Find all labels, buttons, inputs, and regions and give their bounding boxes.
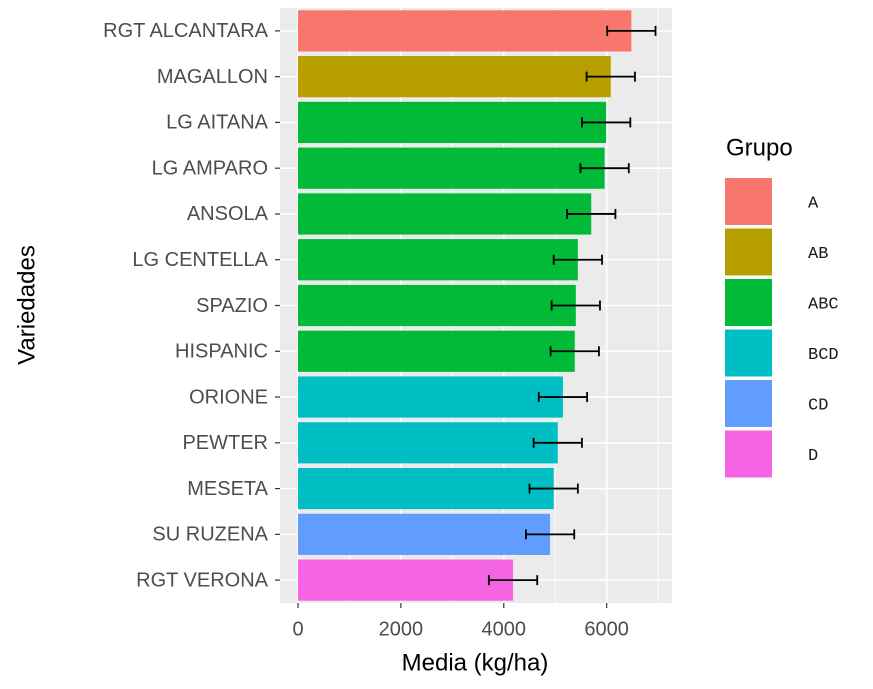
y-tick-label: ANSOLA	[187, 203, 269, 225]
bar	[298, 147, 605, 189]
error-bar	[579, 163, 630, 174]
bar	[298, 193, 592, 235]
y-tick-label: LG AMPARO	[152, 157, 268, 179]
legend-label: ABC	[808, 295, 839, 314]
legend-label: A	[808, 194, 819, 213]
error-bar	[525, 529, 576, 540]
y-tick-label: MESETA	[187, 478, 268, 500]
legend-label: D	[808, 447, 818, 466]
legend-label: AB	[808, 245, 828, 264]
y-tick-label: RGT ALCANTARA	[103, 20, 269, 42]
error-bar	[487, 575, 539, 586]
bar	[298, 559, 514, 601]
bar	[298, 10, 632, 52]
error-bar	[606, 25, 657, 36]
y-tick-label: ORIONE	[189, 386, 268, 408]
y-tick-label: RGT VERONA	[136, 569, 269, 591]
bar	[298, 467, 554, 510]
bar	[298, 239, 578, 281]
error-bar	[532, 437, 583, 448]
y-tick-label: SU RUZENA	[152, 524, 268, 546]
bar	[298, 56, 611, 98]
bar	[298, 376, 563, 418]
error-bar	[552, 254, 603, 265]
bar	[298, 513, 551, 555]
legend-key	[725, 178, 772, 225]
error-bar	[549, 346, 600, 357]
x-axis-label: Media (kg/ha)	[402, 649, 549, 676]
legend-key	[725, 380, 772, 427]
x-tick-label: 6000	[584, 618, 629, 640]
legend-key	[725, 228, 772, 276]
error-bar	[528, 483, 579, 494]
x-tick-label: 2000	[379, 618, 424, 640]
y-tick-label: LG CENTELLA	[132, 249, 268, 271]
bar	[298, 101, 607, 144]
legend-key	[725, 430, 772, 478]
x-tick-label: 0	[292, 618, 303, 640]
legend-key	[725, 279, 772, 326]
error-bar	[585, 71, 636, 82]
bar	[298, 330, 575, 372]
error-bar	[566, 208, 617, 219]
error-bar	[550, 300, 601, 311]
y-tick-label: PEWTER	[182, 432, 268, 454]
x-tick-label: 4000	[482, 618, 527, 640]
legend-title: Grupo	[726, 134, 793, 161]
bar	[298, 284, 576, 327]
error-bar	[537, 392, 589, 403]
bar	[298, 422, 558, 464]
error-bar	[581, 117, 632, 128]
y-tick-label: LG AITANA	[166, 112, 269, 134]
legend-label: BCD	[808, 346, 839, 365]
y-tick-label: MAGALLON	[157, 66, 268, 88]
y-tick-label: HISPANIC	[175, 341, 268, 363]
y-axis-label: Variedades	[13, 245, 40, 365]
legend-key	[725, 329, 772, 377]
y-tick-label: SPAZIO	[196, 295, 268, 317]
legend-label: CD	[808, 396, 828, 415]
